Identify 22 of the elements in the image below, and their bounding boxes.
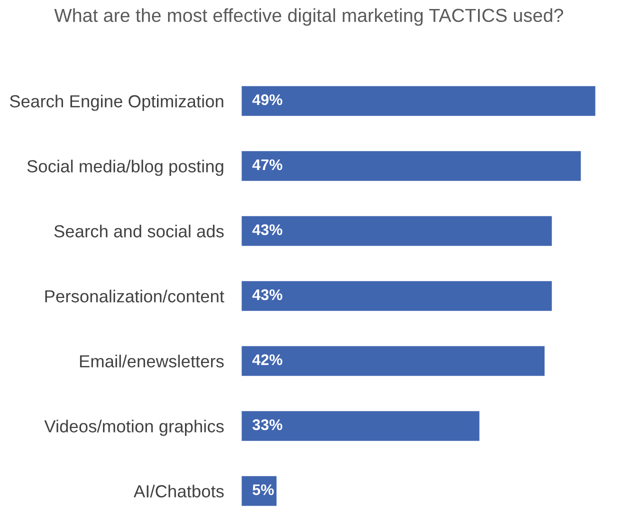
- bar: [241, 410, 481, 442]
- bar: [241, 280, 554, 312]
- data-label: 33%: [252, 419, 282, 430]
- data-label: 43%: [252, 224, 282, 236]
- data-label: 49%: [252, 94, 282, 106]
- y-tick-label: Personalization/content: [45, 290, 224, 302]
- bar: [241, 474, 278, 508]
- data-label: 43%: [252, 289, 282, 300]
- chart-title: What are the most effective digital marketing TACTICS used?: [54, 8, 564, 26]
- y-tick-label: Search Engine Optimization: [10, 94, 224, 111]
- data-label: 5%: [252, 484, 274, 496]
- bar: [241, 344, 546, 378]
- y-tick-label: Videos/motion graphics: [44, 420, 224, 436]
- data-label: 47%: [252, 159, 282, 170]
- bar: [241, 84, 596, 118]
- y-tick-label: Email/enewsletters: [80, 354, 224, 368]
- data-label: 42%: [252, 354, 282, 366]
- y-tick-label: Social media/blog posting: [27, 160, 224, 176]
- bar: [241, 150, 582, 182]
- y-tick-label: Search and social ads: [54, 224, 224, 238]
- y-tick-label: AI/Chatbots: [134, 484, 224, 498]
- bar: [241, 214, 554, 248]
